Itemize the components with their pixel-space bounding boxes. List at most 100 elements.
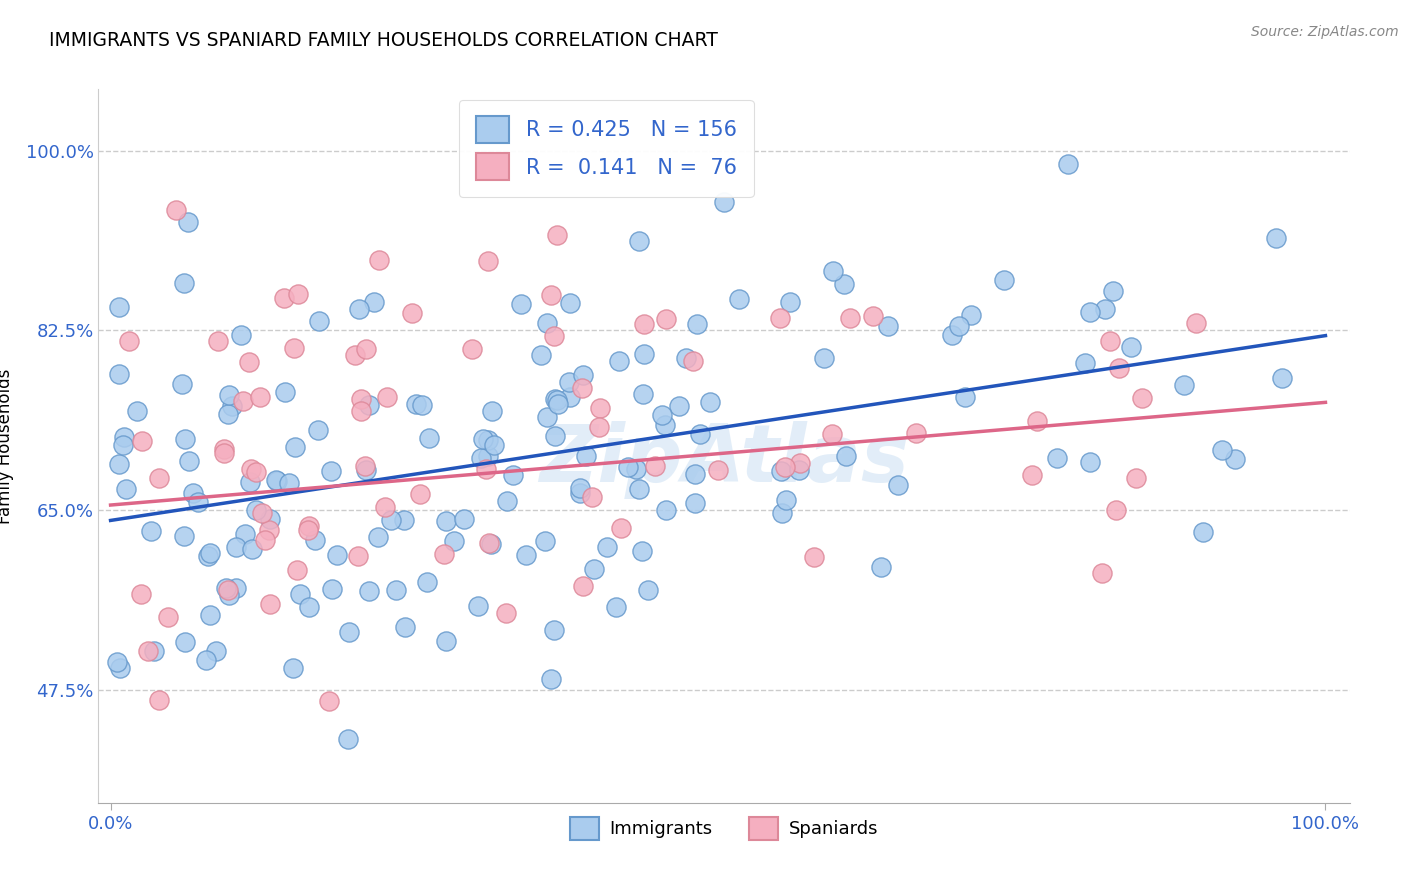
Point — [177, 453, 200, 467]
Point — [354, 459, 377, 474]
Point — [337, 624, 360, 639]
Point — [633, 317, 655, 331]
Point — [111, 438, 134, 452]
Point — [415, 574, 437, 589]
Point — [318, 694, 340, 708]
Point — [575, 449, 598, 463]
Point — [470, 451, 492, 466]
Point — [277, 475, 299, 490]
Point — [259, 597, 281, 611]
Point — [540, 672, 562, 686]
Point — [543, 329, 565, 343]
Point — [118, 334, 141, 348]
Point — [1192, 524, 1215, 539]
Point — [495, 494, 517, 508]
Point — [530, 348, 553, 362]
Point — [775, 493, 797, 508]
Point — [136, 644, 159, 658]
Point — [453, 512, 475, 526]
Point — [546, 228, 568, 243]
Point — [1021, 468, 1043, 483]
Point — [1223, 451, 1246, 466]
Point — [651, 408, 673, 422]
Point — [304, 533, 326, 547]
Point — [941, 327, 963, 342]
Point — [631, 544, 654, 558]
Point — [904, 425, 927, 440]
Point — [143, 644, 166, 658]
Text: ZipAtlas: ZipAtlas — [538, 421, 910, 500]
Point — [297, 600, 319, 615]
Point — [239, 475, 262, 489]
Point — [637, 582, 659, 597]
Point — [347, 549, 370, 564]
Point — [1080, 304, 1102, 318]
Point — [569, 486, 592, 500]
Point — [834, 449, 856, 463]
Point — [285, 563, 308, 577]
Point — [477, 449, 499, 463]
Point — [233, 527, 256, 541]
Point — [813, 351, 835, 365]
Point — [1046, 450, 1069, 465]
Point — [273, 292, 295, 306]
Point — [284, 441, 307, 455]
Point — [689, 426, 711, 441]
Point — [377, 390, 399, 404]
Point — [250, 506, 273, 520]
Point — [467, 599, 489, 613]
Point — [948, 318, 970, 333]
Point — [157, 610, 180, 624]
Point — [713, 195, 735, 210]
Point — [254, 533, 277, 547]
Point — [633, 386, 655, 401]
Point — [609, 354, 631, 368]
Point — [568, 481, 591, 495]
Point — [283, 341, 305, 355]
Point — [544, 392, 567, 406]
Text: Source: ZipAtlas.com: Source: ZipAtlas.com — [1251, 25, 1399, 39]
Point — [543, 623, 565, 637]
Point — [139, 524, 162, 538]
Point — [581, 490, 603, 504]
Point — [195, 653, 218, 667]
Point — [482, 438, 505, 452]
Point — [605, 599, 627, 614]
Point — [232, 393, 254, 408]
Point — [217, 583, 239, 598]
Point — [495, 606, 517, 620]
Point — [626, 462, 648, 476]
Point — [198, 608, 221, 623]
Point — [572, 578, 595, 592]
Point — [821, 264, 844, 278]
Point — [869, 559, 891, 574]
Point — [384, 583, 406, 598]
Point — [105, 655, 128, 669]
Point — [108, 661, 131, 675]
Point — [205, 644, 228, 658]
Point — [392, 513, 415, 527]
Point — [214, 581, 236, 595]
Point — [350, 392, 373, 406]
Point — [1098, 334, 1121, 349]
Point — [1074, 356, 1097, 370]
Point — [172, 377, 194, 392]
Point — [616, 460, 638, 475]
Point — [886, 478, 908, 492]
Point — [582, 562, 605, 576]
Point — [187, 495, 209, 509]
Point — [1078, 455, 1101, 469]
Point — [1265, 230, 1288, 244]
Point — [993, 272, 1015, 286]
Point — [359, 583, 381, 598]
Point — [108, 457, 131, 471]
Point — [176, 215, 198, 229]
Point — [510, 297, 533, 311]
Point — [245, 465, 267, 479]
Point — [728, 292, 751, 306]
Point — [380, 513, 402, 527]
Text: IMMIGRANTS VS SPANIARD FAMILY HOUSEHOLDS CORRELATION CHART: IMMIGRANTS VS SPANIARD FAMILY HOUSEHOLDS… — [49, 31, 718, 50]
Point — [298, 518, 321, 533]
Point — [183, 486, 205, 500]
Point — [225, 581, 247, 595]
